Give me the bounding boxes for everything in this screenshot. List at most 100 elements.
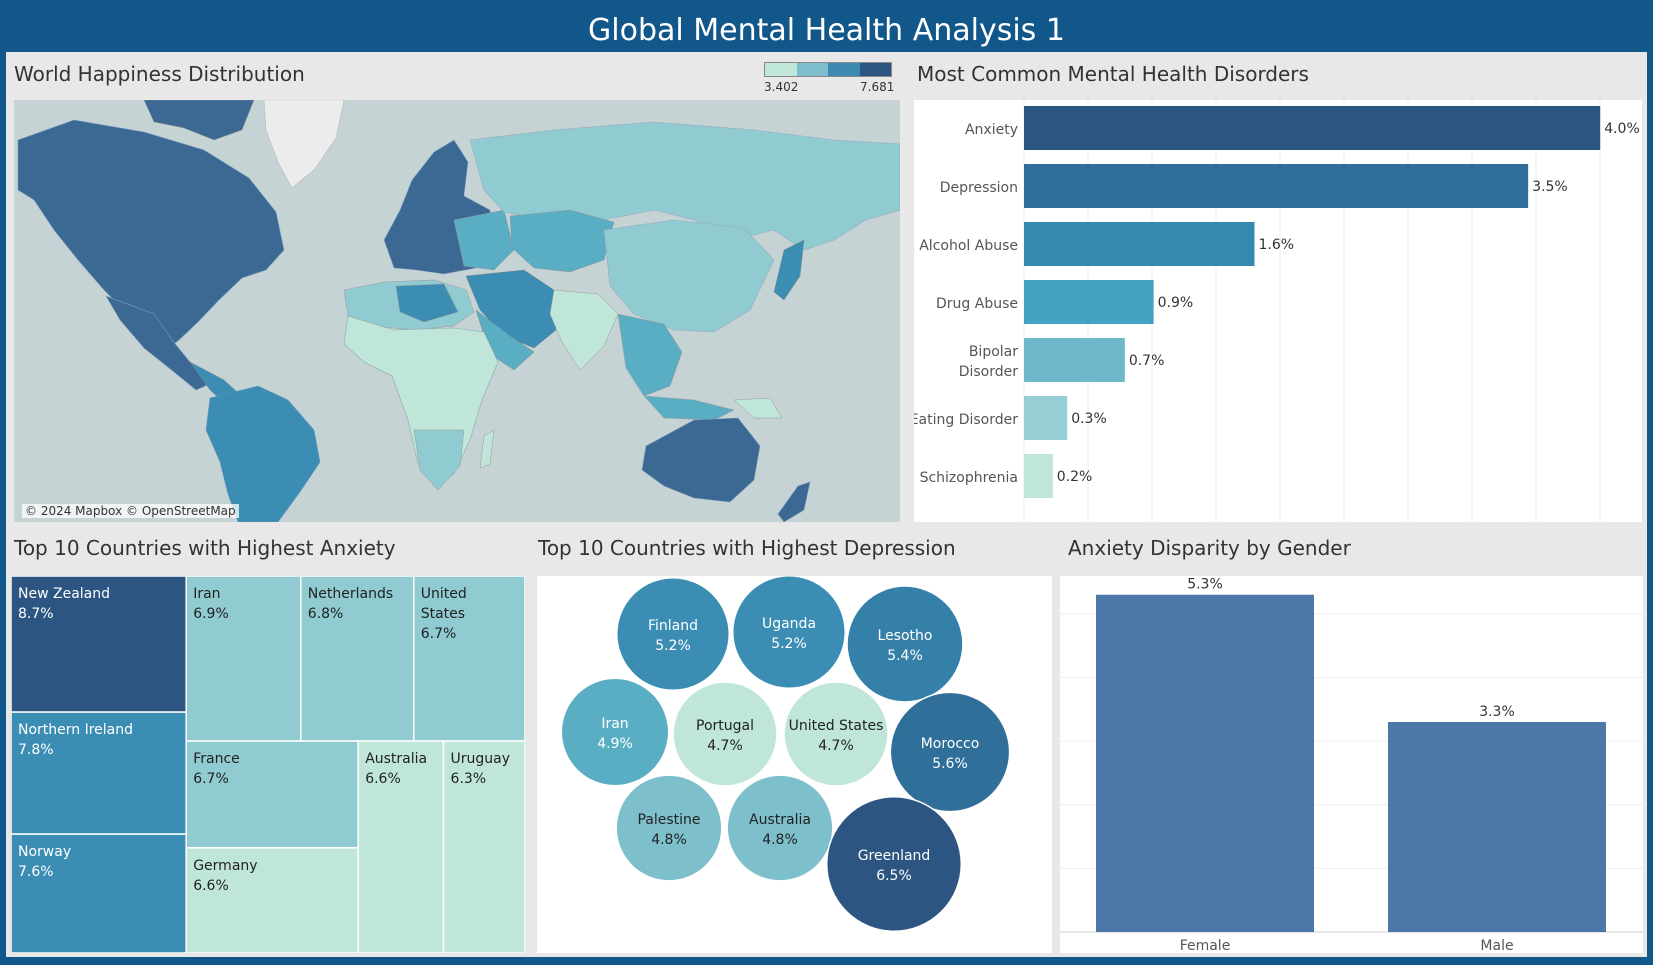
map-panel: World Happiness Distribution 3.402 7.681	[6, 52, 909, 526]
map-region-arctic-islands	[143, 100, 255, 141]
map-region-central-asia	[509, 209, 615, 273]
map-region-india	[549, 289, 619, 371]
bubble[interactable]	[732, 575, 846, 689]
cell-value: 6.7%	[193, 771, 229, 787]
bubble-value: 4.7%	[818, 738, 854, 754]
bubble-label: Portugal	[696, 718, 754, 734]
cell-label: Uruguay	[451, 751, 511, 767]
bar[interactable]	[1024, 338, 1125, 382]
bubble[interactable]	[726, 774, 834, 882]
cell-value: 6.9%	[193, 606, 229, 622]
bubble-value: 4.9%	[597, 736, 633, 752]
happiness-legend: 3.402 7.681	[764, 62, 898, 100]
cell-value: 6.6%	[193, 878, 229, 894]
map-region-madagascar	[479, 429, 495, 469]
category-label: Bipolar	[969, 344, 1018, 360]
map-region-libya-egypt	[395, 283, 459, 323]
bubble-label: United States	[789, 718, 884, 734]
treemap-cell[interactable]	[10, 833, 187, 954]
anxiety-panel: Top 10 Countries with Highest Anxiety Ne…	[6, 526, 530, 957]
bubble-value: 4.8%	[651, 832, 687, 848]
bubble-label: Palestine	[637, 812, 700, 828]
treemap-cell[interactable]	[442, 740, 526, 954]
category-label: Schizophrenia	[920, 470, 1018, 486]
bar[interactable]	[1388, 722, 1606, 932]
map-region-greenland	[263, 100, 345, 189]
category-label: Anxiety	[965, 122, 1018, 138]
map-title: World Happiness Distribution	[14, 62, 305, 86]
category-label: Female	[1180, 938, 1231, 953]
anxiety-treemap[interactable]: New Zealand 8.7% Northern Ireland 7.8% Norwa…	[10, 575, 526, 954]
cell-label: Netherlands	[308, 586, 393, 602]
cell-label: New Zealand	[18, 586, 110, 602]
bubble[interactable]	[783, 681, 889, 787]
disorders-title: Most Common Mental Health Disorders	[917, 62, 1309, 86]
map-region-southern-africa	[413, 429, 465, 491]
data-label: 3.5%	[1532, 179, 1568, 195]
cell-value: 6.7%	[421, 626, 457, 642]
bubble[interactable]	[846, 585, 964, 703]
cell-label: Australia	[365, 751, 427, 767]
bubble-value: 5.2%	[655, 638, 691, 654]
data-label: 1.6%	[1258, 237, 1294, 253]
bubble-label: Uganda	[762, 616, 816, 632]
bar[interactable]	[1024, 164, 1529, 208]
bubble[interactable]	[560, 677, 670, 787]
bar[interactable]	[1024, 280, 1154, 324]
cell-label: Northern Ireland	[18, 722, 133, 738]
gender-bar-chart[interactable]: 5.3% Female 3.3% Male	[1060, 576, 1643, 954]
legend-swatch	[765, 63, 797, 76]
category-label: Male	[1480, 938, 1513, 953]
map-region-middle-east	[465, 269, 557, 349]
legend-max: 7.681	[860, 80, 895, 94]
bubble[interactable]	[889, 691, 1011, 813]
legend-swatch	[859, 63, 891, 76]
data-label: 0.7%	[1129, 353, 1165, 369]
disorders-chart-area: Anxiety 4.0% Depression 3.5% Alcohol Abuse 1.…	[910, 100, 1642, 522]
depression-bubble-chart[interactable]: Finland 5.2% Uganda 5.2% Lesotho 5.4% Iran 4.9%…	[537, 575, 1052, 953]
world-map[interactable]: © 2024 Mapbox © OpenStreetMap	[14, 100, 900, 522]
category-label: Disorder	[959, 364, 1019, 380]
gender-title: Anxiety Disparity by Gender	[1068, 536, 1351, 560]
category-label: Depression	[940, 180, 1018, 196]
map-credit: © 2024 Mapbox © OpenStreetMap	[22, 504, 239, 518]
depression-panel: Top 10 Countries with Highest Depression…	[530, 526, 1060, 957]
dashboard-title: Global Mental Health Analysis 1	[588, 13, 1065, 48]
bar[interactable]	[1024, 396, 1068, 440]
depression-title: Top 10 Countries with Highest Depression	[538, 536, 956, 560]
bar[interactable]	[1096, 594, 1314, 932]
bubble[interactable]	[825, 795, 963, 933]
bar[interactable]	[1024, 454, 1053, 498]
bubble-value: 5.6%	[932, 756, 968, 772]
depression-chart-area: Finland 5.2% Uganda 5.2% Lesotho 5.4% Iran 4.9%…	[537, 575, 1052, 953]
disorders-bar-chart[interactable]: Anxiety 4.0% Depression 3.5% Alcohol Abuse 1.…	[910, 100, 1642, 522]
legend-swatch	[828, 63, 860, 76]
bubble[interactable]	[615, 774, 723, 882]
gender-chart-area: 5.3% Female 3.3% Male	[1060, 576, 1643, 954]
bubble-value: 5.2%	[771, 636, 807, 652]
treemap-cell[interactable]	[300, 575, 415, 742]
legend-swatch	[796, 63, 828, 76]
cell-value: 8.7%	[18, 606, 54, 622]
bar[interactable]	[1024, 106, 1601, 150]
treemap-cell[interactable]	[10, 575, 187, 713]
bubble-value: 4.7%	[707, 738, 743, 754]
category-label: Alcohol Abuse	[919, 238, 1018, 254]
anxiety-title: Top 10 Countries with Highest Anxiety	[14, 536, 396, 560]
bubble[interactable]	[672, 681, 778, 787]
category-label: Drug Abuse	[936, 296, 1018, 312]
cell-label: Iran	[193, 586, 220, 602]
bubble-label: Finland	[648, 618, 698, 634]
cell-value: 6.8%	[308, 606, 344, 622]
bubble[interactable]	[616, 577, 730, 691]
treemap-cell[interactable]	[185, 575, 302, 742]
treemap-cell[interactable]	[10, 711, 187, 835]
map-region-australia	[641, 417, 761, 503]
bar[interactable]	[1024, 222, 1255, 266]
treemap-cell[interactable]	[185, 740, 359, 849]
gender-panel: Anxiety Disparity by Gender 5.3% Female 3.…	[1060, 526, 1647, 957]
cell-label: Germany	[193, 858, 257, 874]
bubble-label: Morocco	[921, 736, 980, 752]
treemap-cell[interactable]	[412, 575, 526, 742]
data-label: 0.9%	[1158, 295, 1194, 311]
